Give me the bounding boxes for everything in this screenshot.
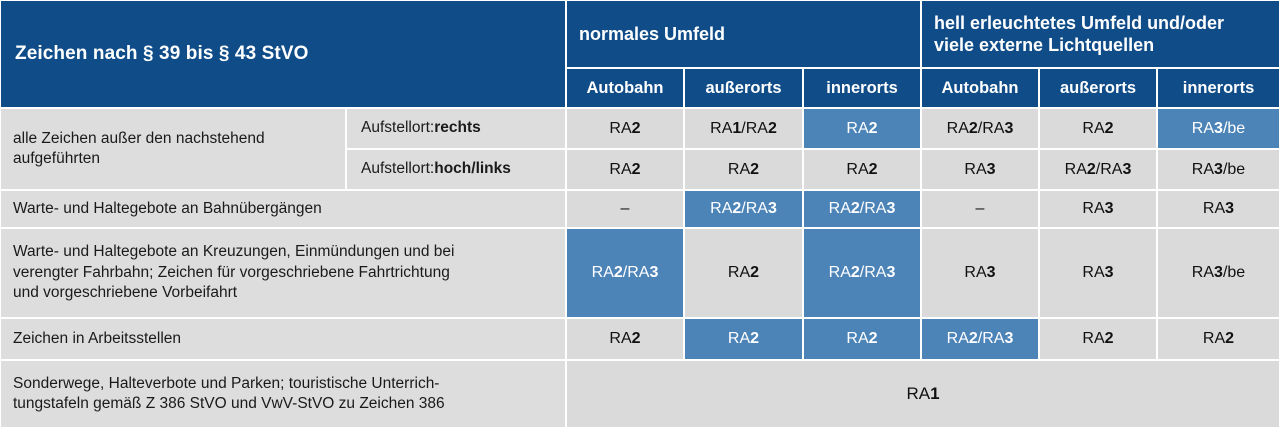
header-group-bright-environment-label: hell erleuchtetes Umfeld und/oder viele … [934, 12, 1225, 56]
subheader-ausserorts-normal: außerorts [684, 68, 803, 108]
sublabel-aufstellort-hoch-links: Aufstellort: hoch/links [346, 149, 566, 190]
row-label-arbeitsstellen: Zeichen in Arbeitsstellen [0, 318, 566, 360]
row-label-arbeitsstellen-text: Zeichen in Arbeitsstellen [13, 329, 182, 347]
cell-r2-c2: RA2/RA3 [684, 190, 803, 228]
row-label-bahnuebergaenge-text: Warte- und Haltegebote an Bahnübergängen [13, 199, 322, 217]
sublabel-strong-rechts: rechts [434, 119, 481, 137]
cell-r2-c5: RA3 [1039, 190, 1157, 228]
table-title: Zeichen nach § 39 bis § 43 StVO [0, 0, 566, 108]
subheader-autobahn-bright: Autobahn [921, 68, 1039, 108]
cell-r1b-c1: RA2 [566, 149, 684, 190]
row-label-bahnuebergaenge: Warte- und Haltegebote an Bahnübergängen [0, 190, 566, 228]
cell-r1b-c2: RA2 [684, 149, 803, 190]
sublabel-prefix-rechts: Aufstellort: [361, 119, 435, 137]
cell-r1a-c5: RA2 [1039, 108, 1157, 149]
cell-r3-c2: RA2 [684, 228, 803, 318]
cell-r2-c4: – [921, 190, 1039, 228]
cell-r4-c2: RA2 [684, 318, 803, 360]
cell-r4-c1: RA2 [566, 318, 684, 360]
row-label-alle-zeichen: alle Zeichen außer den nachstehend aufge… [0, 108, 346, 190]
cell-r1a-c1: RA2 [566, 108, 684, 149]
row-label-sonderwege-line2: tungstafeln gemäß Z 386 StVO und VwV-StV… [13, 395, 445, 412]
row-label-line1: alle Zeichen außer den nachstehend [13, 129, 265, 147]
row-label-alle-zeichen-text: alle Zeichen außer den nachstehend aufge… [13, 129, 265, 170]
cell-r1b-c6: RA3/be [1157, 149, 1280, 190]
cell-r4-c5: RA2 [1039, 318, 1157, 360]
cell-r3-c1: RA2/RA3 [566, 228, 684, 318]
sublabel-strong-hoch-links: hoch/links [434, 160, 511, 178]
cell-r4-c3: RA2 [803, 318, 921, 360]
subheader-innerorts-bright: innerorts [1157, 68, 1280, 108]
cell-r4-c4: RA2/RA3 [921, 318, 1039, 360]
cell-r1a-c6: RA3/be [1157, 108, 1280, 149]
sublabel-prefix-hoch-links: Aufstellort: [361, 160, 435, 178]
cell-r3-c5: RA3 [1039, 228, 1157, 318]
cell-r1a-c4: RA2/RA3 [921, 108, 1039, 149]
cell-r3-c6: RA3/be [1157, 228, 1280, 318]
header-group-normal-environment: normales Umfeld [566, 0, 921, 68]
cell-r2-c3: RA2/RA3 [803, 190, 921, 228]
cell-r1b-c3: RA2 [803, 149, 921, 190]
row-label-kreuzungen-line3: und vorgeschriebene Vorbeifahrt [13, 284, 238, 302]
subheader-autobahn-normal: Autobahn [566, 68, 684, 108]
row-label-kreuzungen: Warte- und Haltegebote an Kreuzungen, Ei… [0, 228, 566, 318]
row-label-sonderwege: Sonderwege, Halteverbote und Parken; tou… [0, 360, 566, 428]
row-label-line2: aufgeführten [13, 150, 101, 167]
row-label-sonderwege-line1: Sonderwege, Halteverbote und Parken; tou… [13, 374, 440, 392]
cell-r2-c6: RA3 [1157, 190, 1280, 228]
table-title-text: Zeichen nach § 39 bis § 43 StVO [15, 43, 309, 64]
sublabel-aufstellort-rechts: Aufstellort: rechts [346, 108, 566, 149]
subheader-innerorts-normal: innerorts [803, 68, 921, 108]
cell-r1b-c5: RA2/RA3 [1039, 149, 1157, 190]
cell-r1b-c4: RA3 [921, 149, 1039, 190]
cell-r3-c4: RA3 [921, 228, 1039, 318]
cell-r4-c6: RA2 [1157, 318, 1280, 360]
cell-r1a-c2: RA1/RA2 [684, 108, 803, 149]
cell-r2-c1: – [566, 190, 684, 228]
cell-r3-c3: RA2/RA3 [803, 228, 921, 318]
row-label-kreuzungen-text: Warte- und Haltegebote an Kreuzungen, Ei… [13, 242, 455, 303]
row-label-kreuzungen-line2: verengter Fahrbahn; Zeichen für vorgesch… [13, 263, 450, 281]
header-group-normal-environment-label: normales Umfeld [579, 23, 726, 44]
cell-r1a-c3: RA2 [803, 108, 921, 149]
header-group-bright-environment: hell erleuchtetes Umfeld und/oder viele … [921, 0, 1280, 68]
cell-r5-merged-ra1: RA1 [566, 360, 1280, 428]
subheader-ausserorts-bright: außerorts [1039, 68, 1157, 108]
row-label-kreuzungen-line1: Warte- und Haltegebote an Kreuzungen, Ei… [13, 243, 455, 261]
row-label-sonderwege-text: Sonderwege, Halteverbote und Parken; tou… [13, 374, 445, 415]
